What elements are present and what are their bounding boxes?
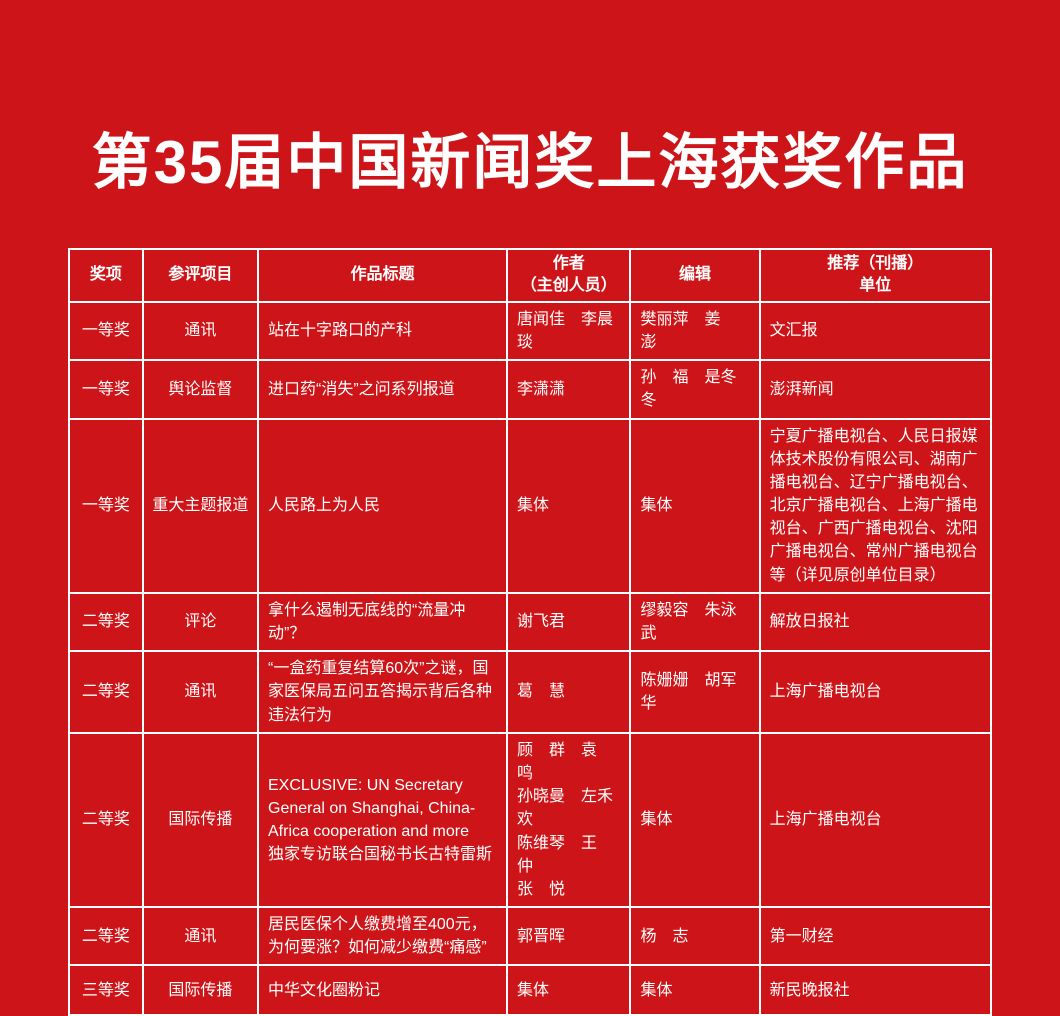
table-row: 一等奖 重大主题报道 人民路上为人民 集体 集体 宁夏广播电视台、人民日报媒体技术股份有限… [68,417,993,594]
cell-unit: 第一财经 [758,906,993,967]
cell-unit: 澎湃新闻 [758,359,993,420]
cell-editors: 孙 福 是冬冬 [629,359,761,420]
cell-editors: 杨 志 [629,906,761,967]
cell-category: 国际传播 [141,731,260,909]
cell-editors: 缪毅容 朱泳武 [629,591,761,653]
poster: 第35届中国新闻奖上海获奖作品 奖项 参评项目 作品标题 作者 （主创人员） 编辑 推荐（… [68,129,993,1016]
table-body: 一等奖 通讯 站在十字路口的产科 唐闻佳 李晨琰 樊丽萍 姜 澎文汇报 一等奖 舆论监督 进口… [68,300,993,1016]
table-row: 二等奖 通讯 “一盒药重复结算60次”之谜，国家医保局五问五答揭示背后各种违法行为葛… [68,650,993,734]
cell-category: 舆论监督 [141,359,260,420]
column-header-editors: 编辑 [629,248,761,303]
table-row: 一等奖 舆论监督 进口药“消失”之问系列报道 李潇潇孙 福 是冬冬 澎湃新闻 [68,359,993,420]
cell-unit: 文汇报 [758,300,993,362]
cell-title: 人民路上为人民 [257,417,508,594]
cell-award: 一等奖 [68,417,144,594]
awards-table: 奖项 参评项目 作品标题 作者 （主创人员） 编辑 推荐（刊播） 单位 一等奖 通讯 站在十字… [68,248,993,1016]
cell-editors: 集体 [629,731,761,909]
cell-award: 二等奖 [68,906,144,967]
cell-award: 一等奖 [68,300,144,362]
page-title: 第35届中国新闻奖上海获奖作品 [91,129,969,196]
cell-unit: 新民晚报社 [758,964,993,1016]
header-row: 奖项 参评项目 作品标题 作者 （主创人员） 编辑 推荐（刊播） 单位 [68,248,993,303]
cell-authors: 谢飞君 [505,591,632,653]
cell-editors: 陈姗姗 胡军华 [629,650,761,734]
cell-award: 二等奖 [68,731,144,909]
cell-unit: 宁夏广播电视台、人民日报媒体技术股份有限公司、湖南广播电视台、辽宁广播电视台、北… [758,417,993,594]
cell-unit: 上海广播电视台 [758,650,993,734]
cell-category: 国际传播 [141,964,260,1016]
column-header-category: 参评项目 [141,248,260,303]
cell-authors: 郭晋晖 [505,906,632,967]
table-row: 二等奖 评论 拿什么遏制无底线的“流量冲动”？ 谢飞君 缪毅容 朱泳武 解放日报社 [68,591,993,653]
column-header-title: 作品标题 [257,248,508,303]
cell-category: 通讯 [141,300,260,362]
cell-title: 拿什么遏制无底线的“流量冲动”？ [257,591,508,653]
cell-title: “一盒药重复结算60次”之谜，国家医保局五问五答揭示背后各种违法行为 [257,650,508,734]
cell-category: 重大主题报道 [141,417,260,594]
column-header-award: 奖项 [68,248,144,303]
cell-award: 二等奖 [68,591,144,653]
cell-authors: 唐闻佳 李晨琰 [505,300,632,362]
table-row: 二等奖 国际传播 EXCLUSIVE: UN Secretary General o… [68,731,993,909]
table-header: 奖项 参评项目 作品标题 作者 （主创人员） 编辑 推荐（刊播） 单位 [68,248,993,303]
table-row: 二等奖 通讯 居民医保个人缴费增至400元，为何要涨？如何减少缴费“痛感” 郭晋晖杨 … [68,906,993,967]
column-header-unit: 推荐（刊播） 单位 [758,248,993,303]
table-row: 三等奖 国际传播 中华文化圈粉记 集体 集体 新民晚报社 [68,964,993,1016]
cell-unit: 解放日报社 [758,591,993,653]
cell-title: 居民医保个人缴费增至400元，为何要涨？如何减少缴费“痛感” [257,906,508,967]
column-header-authors: 作者 （主创人员） [505,248,632,303]
cell-award: 一等奖 [68,359,144,420]
cell-unit: 上海广播电视台 [758,731,993,909]
cell-editors: 集体 [629,964,761,1016]
cell-authors: 集体 [505,964,632,1016]
cell-authors: 集体 [505,417,632,594]
cell-category: 评论 [141,591,260,653]
table-row: 一等奖 通讯 站在十字路口的产科 唐闻佳 李晨琰 樊丽萍 姜 澎文汇报 [68,300,993,362]
cell-authors: 李潇潇 [505,359,632,420]
cell-award: 二等奖 [68,650,144,734]
cell-title: 进口药“消失”之问系列报道 [257,359,508,420]
cell-title: EXCLUSIVE: UN Secretary General on Shang… [257,731,508,909]
cell-title: 中华文化圈粉记 [257,964,508,1016]
cell-award: 三等奖 [68,964,144,1016]
cell-editors: 集体 [629,417,761,594]
cell-title: 站在十字路口的产科 [257,300,508,362]
cell-authors: 顾 群 袁 鸣 孙晓曼 左禾欢 陈维琴 王 仲 张 悦 [505,731,632,909]
cell-editors: 樊丽萍 姜 澎 [629,300,761,362]
cell-authors: 葛 慧 [505,650,632,734]
cell-category: 通讯 [141,650,260,734]
cell-category: 通讯 [141,906,260,967]
